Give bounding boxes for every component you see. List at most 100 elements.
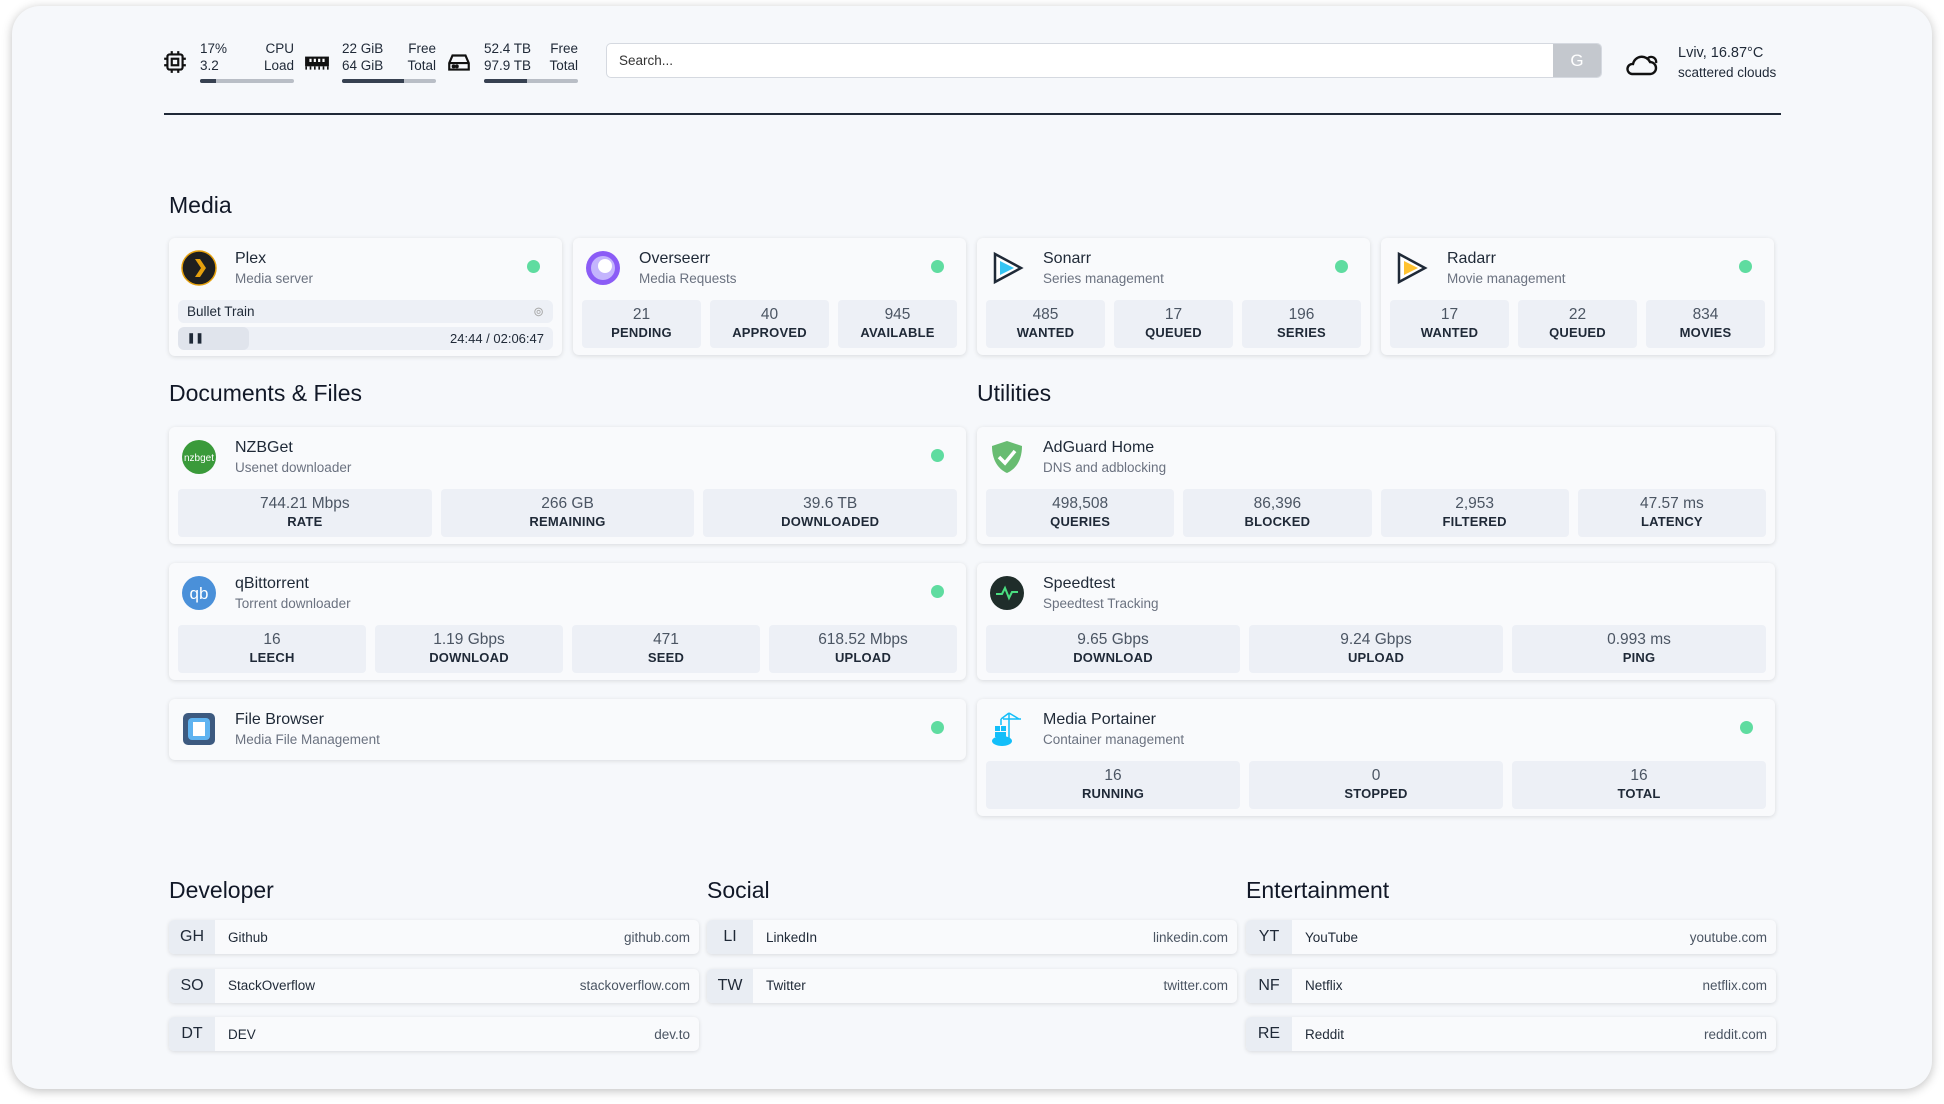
header-divider (164, 113, 1781, 115)
stat-value: 266 GB (541, 495, 594, 512)
bookmark-name: Twitter (766, 978, 806, 993)
stat-label: DOWNLOAD (1073, 650, 1153, 665)
service-card-plex[interactable]: Plex Media server Bullet Train ⊚ ❚❚ 24:4… (169, 238, 562, 356)
stats-row: 21 PENDING 40 APPROVED 945 AVAILABLE (582, 300, 957, 348)
weather-condition: scattered clouds (1678, 65, 1777, 80)
search-bar: G (606, 43, 1602, 78)
stat-label: TOTAL (1617, 786, 1661, 801)
load-label: Load (263, 58, 294, 73)
status-dot (527, 260, 540, 273)
service-card[interactable]: File Browser Media File Management (169, 699, 966, 760)
playback-row: ❚❚ 24:44 / 02:06:47 (178, 327, 553, 350)
service-title: NZBGet (235, 439, 293, 456)
stat-value: 22 (1568, 306, 1587, 323)
service-title: Speedtest (1043, 575, 1116, 592)
bookmark-stackoverflow[interactable]: SO StackOverflow stackoverflow.com (169, 968, 699, 1003)
bookmark-name: YouTube (1305, 929, 1359, 945)
stat-value: 40 (760, 306, 779, 323)
disk-bar (484, 79, 578, 83)
svg-text:nzbget: nzbget (184, 453, 214, 464)
stat-value: 86,396 (1253, 495, 1302, 512)
bookmark-netflix[interactable]: NF Netflix netflix.com (1246, 968, 1776, 1003)
stat-block: 471 SEED (572, 625, 760, 673)
service-card[interactable]: qb qBittorrent Torrent downloader 16 LEECH… (169, 563, 966, 680)
stat-label: FILTERED (1442, 514, 1507, 529)
bookmark-abbr: LI (707, 920, 753, 954)
bookmark-abbr: DT (169, 1017, 215, 1051)
filebrowser-icon (183, 713, 215, 745)
svg-text:qb: qb (190, 584, 209, 603)
ram-total: 64 GiB (342, 58, 384, 73)
plex-icon (181, 250, 217, 286)
service-card[interactable]: nzbget NZBGet Usenet downloader 744.21 Mb… (169, 427, 966, 544)
service-subtitle: Series management (1043, 271, 1164, 286)
service-title: Plex (235, 250, 267, 267)
stat-label: LEECH (249, 650, 295, 665)
service-card[interactable]: Radarr Movie management 17 WANTED 22 QUEUED 8… (1381, 238, 1774, 355)
bookmark-dev[interactable]: DT DEV dev.to (169, 1017, 699, 1051)
stat-label: DOWNLOADED (781, 514, 880, 529)
hard-drive-icon (448, 53, 470, 71)
bookmark-name: DEV (228, 1026, 256, 1042)
stat-block: 498,508 QUERIES (986, 489, 1175, 537)
service-subtitle: Torrent downloader (235, 596, 351, 611)
radarr-icon (1397, 251, 1428, 285)
service-card[interactable]: Sonarr Series management 485 WANTED 17 QUEUE… (977, 238, 1370, 355)
stat-block: 86,396 BLOCKED (1183, 489, 1372, 537)
bookmark-url: netflix.com (1702, 978, 1767, 993)
bookmark-abbr: NF (1246, 968, 1292, 1003)
service-card[interactable]: AdGuard Home DNS and adblocking 498,508 QU… (977, 427, 1775, 544)
stats-row: 16 RUNNING 0 STOPPED 16 TOTAL (986, 761, 1766, 809)
bookmark-abbr: SO (169, 968, 215, 1003)
stat-block: 21 PENDING (582, 300, 701, 348)
load-value: 3.2 (200, 58, 219, 73)
status-dot (931, 449, 944, 462)
stat-block: 1.19 Gbps DOWNLOAD (375, 625, 563, 673)
stat-value: 39.6 TB (803, 495, 858, 512)
bookmark-name: Netflix (1305, 978, 1343, 993)
bookmark-github[interactable]: GH Github github.com (169, 920, 699, 954)
stat-block: 2,953 FILTERED (1380, 489, 1569, 537)
bookmark-twitter[interactable]: TW Twitter twitter.com (707, 968, 1237, 1003)
nzbget-icon: nzbget (182, 440, 216, 474)
service-title: Media Portainer (1043, 711, 1156, 728)
ram-bar (342, 79, 436, 83)
cloud-sun-icon (1626, 55, 1658, 76)
stat-block: 834 MOVIES (1646, 300, 1765, 348)
stat-value: 16 (1630, 767, 1648, 784)
stat-label: DOWNLOAD (429, 650, 509, 665)
stat-label: MOVIES (1679, 325, 1732, 340)
bookmark-name: StackOverflow (228, 978, 316, 993)
service-card[interactable]: Overseerr Media Requests 21 PENDING 40 APPRO… (573, 238, 966, 355)
cpu-bar (200, 79, 294, 83)
sonarr-icon (993, 251, 1024, 285)
stat-label: WANTED (1016, 325, 1075, 340)
service-card[interactable]: Speedtest Speedtest Tracking 9.65 Gbps DOW… (977, 563, 1775, 680)
stat-label: APPROVED (732, 325, 807, 340)
bookmark-youtube[interactable]: YT YouTube youtube.com (1246, 920, 1776, 954)
search-engine-button[interactable]: G (1553, 44, 1601, 77)
stat-value: 471 (653, 631, 679, 648)
bookmark-url: stackoverflow.com (579, 978, 690, 993)
status-dot (1739, 260, 1752, 273)
cpu-widget: 17% CPU 3.2 Load (162, 40, 294, 83)
bookmark-reddit[interactable]: RE Reddit reddit.com (1246, 1017, 1776, 1051)
stat-value: 17 (1440, 306, 1459, 323)
stat-block: 17 WANTED (1390, 300, 1509, 348)
bookmark-url: twitter.com (1163, 978, 1228, 993)
bookmark-abbr: YT (1246, 920, 1292, 954)
cpu-label: CPU (265, 41, 294, 56)
stat-value: 21 (632, 306, 651, 323)
pause-icon[interactable]: ❚❚ (187, 333, 204, 344)
bookmark-linkedin[interactable]: LI LinkedIn linkedin.com (707, 920, 1237, 954)
status-dot (931, 260, 944, 273)
service-card[interactable]: Media Portainer Container management 16 RU… (977, 699, 1775, 816)
stat-block: 744.21 Mbps RATE (178, 489, 432, 537)
section-heading-developer: Developer (169, 877, 274, 903)
transcode-icon: ⊚ (533, 303, 544, 319)
stat-label: BLOCKED (1244, 514, 1311, 529)
search-input[interactable] (607, 44, 1553, 77)
overseerr-icon (586, 251, 620, 285)
section-heading-entertainment: Entertainment (1246, 877, 1390, 903)
stat-block: 618.52 Mbps UPLOAD (769, 625, 957, 673)
